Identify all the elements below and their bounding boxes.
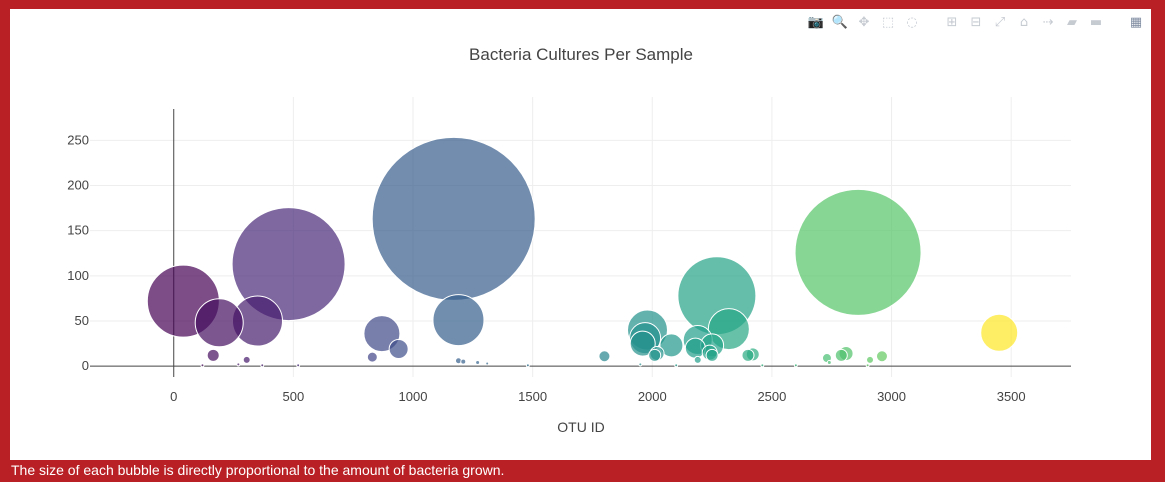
bubble-marker	[260, 363, 265, 368]
bubble-marker	[242, 355, 251, 364]
bubble-marker	[525, 363, 530, 368]
bubble-marker	[638, 362, 643, 367]
y-tick-label: 250	[67, 132, 89, 147]
hover-compare-icon[interactable]: ▬	[1089, 14, 1103, 30]
bubble-marker	[834, 348, 848, 362]
autoscale-icon[interactable]: ⤢	[994, 14, 1006, 30]
spike-lines-icon[interactable]: ⇢	[1042, 14, 1054, 30]
bubble-marker	[659, 333, 684, 358]
x-tick-label: 3500	[997, 389, 1026, 404]
bubble-marker	[826, 360, 832, 366]
bubble-marker	[432, 294, 485, 347]
bubble-chart[interactable]: 0 500 1000 1500 2000 2500 3000 3500 0 50 100 150 200…	[10, 9, 1151, 460]
zoom-in-icon[interactable]: ⊞	[946, 14, 958, 30]
bubble-marker	[674, 363, 679, 368]
chart-caption: The size of each bubble is directly prop…	[11, 462, 505, 478]
bubble-marker	[485, 361, 490, 366]
chart-panel: 0 500 1000 1500 2000 2500 3000 3500 0 50 100 150 200…	[10, 9, 1151, 460]
chart-title: Bacteria Cultures Per Sample	[469, 45, 693, 64]
bubble-marker	[629, 330, 656, 357]
plotly-logo-icon[interactable]: ▦	[1129, 14, 1143, 30]
zoom-out-icon[interactable]: ⊟	[970, 14, 982, 30]
box-select-icon[interactable]: ⬚	[881, 14, 895, 30]
y-tick-label: 150	[67, 223, 89, 238]
bubble-marker	[875, 350, 888, 363]
bubble-marker	[866, 355, 875, 364]
bubble-marker	[760, 363, 765, 368]
reset-axes-icon[interactable]: ⌂	[1019, 14, 1029, 30]
bubble-marker	[741, 348, 755, 362]
x-tick-label: 2000	[638, 389, 667, 404]
bubble-marker	[598, 350, 611, 363]
y-tick-label: 0	[82, 358, 89, 373]
bubble-marker	[194, 298, 244, 348]
bubble-marker	[648, 348, 662, 362]
bubble-marker	[475, 360, 481, 366]
bubble-marker	[363, 315, 401, 353]
hover-closest-icon[interactable]: ▰	[1067, 14, 1077, 30]
bubble-marker	[231, 207, 346, 322]
bubble-marker	[705, 348, 719, 362]
lasso-icon[interactable]: ◌	[906, 14, 918, 30]
y-tick-label: 200	[67, 178, 89, 193]
y-tick-label: 50	[75, 313, 89, 328]
bubble-marker	[794, 188, 922, 316]
bubble-marker	[693, 355, 702, 364]
x-tick-label: 1000	[399, 389, 428, 404]
x-tick-label: 3000	[877, 389, 906, 404]
bubble-marker	[865, 363, 870, 368]
y-tick-label: 100	[67, 268, 89, 283]
bubble-marker	[980, 313, 1019, 352]
pan-icon[interactable]: ✥	[858, 14, 870, 30]
bubble-marker	[793, 363, 798, 368]
modebar: 📷 🔍 ✥ ⬚ ◌ ⊞ ⊟ ⤢ ⌂ ⇢ ▰ ▬ ▦	[807, 13, 1145, 31]
bubble-marker	[460, 358, 467, 365]
bubble-marker	[296, 363, 301, 368]
x-tick-label: 1500	[518, 389, 547, 404]
bubble-marker	[200, 363, 205, 368]
x-tick-label: 2500	[757, 389, 786, 404]
bubble-marker	[388, 339, 409, 359]
x-tick-label: 0	[170, 389, 177, 404]
x-tick-label: 500	[283, 389, 305, 404]
bubble-marker	[236, 362, 241, 367]
x-axis-title: OTU ID	[557, 419, 604, 435]
bubble-marker	[366, 351, 378, 363]
bubble-marker	[371, 136, 536, 301]
bubble-marker	[206, 348, 220, 362]
zoom-icon[interactable]: 🔍	[831, 14, 849, 30]
camera-icon[interactable]: 📷	[807, 14, 825, 30]
